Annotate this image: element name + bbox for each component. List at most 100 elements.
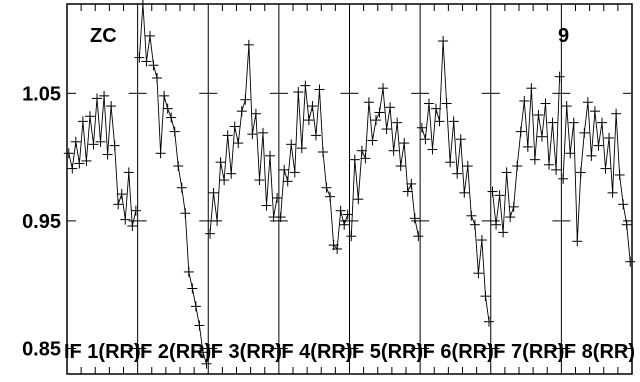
data-point (505, 212, 516, 223)
data-point (508, 201, 519, 212)
panel-label: IF 4(RR) (276, 341, 353, 363)
data-point (240, 94, 251, 105)
panel-label: IF 5(RR) (346, 341, 423, 363)
data-point (197, 347, 208, 358)
data-point (356, 145, 367, 156)
data-point (346, 231, 357, 242)
data-point (579, 127, 590, 138)
data-point (544, 159, 555, 170)
data-point (589, 106, 600, 117)
data-point (254, 175, 265, 186)
data-point (353, 194, 364, 205)
data-point (349, 154, 360, 165)
panel-label: IF 1(RR) (64, 341, 141, 363)
series-line (492, 76, 561, 233)
data-point (385, 102, 396, 113)
series-6 (416, 36, 494, 327)
data-point (596, 117, 607, 128)
panel-labels: IF 1(RR)IF 2(RR)IF 3(RR)IF 4(RR)IF 5(RR)… (64, 341, 635, 363)
data-point (455, 134, 466, 145)
data-point (452, 168, 463, 179)
data-point (402, 186, 413, 197)
data-point (318, 147, 329, 157)
data-point (416, 122, 427, 133)
data-point (205, 228, 216, 239)
data-point (106, 101, 117, 112)
data-point (236, 106, 247, 117)
data-point (325, 191, 336, 202)
data-point (289, 167, 300, 178)
data-point (480, 291, 491, 302)
data-point (141, 56, 152, 67)
data-point (466, 210, 477, 221)
data-point (420, 134, 431, 145)
data-point (88, 139, 99, 150)
data-point (127, 221, 138, 231)
data-point (279, 164, 290, 175)
data-point (159, 90, 170, 101)
panel-label: IF 6(RR) (417, 341, 494, 363)
data-point (491, 219, 502, 230)
data-point (286, 139, 297, 150)
data-point (321, 182, 332, 193)
data-point (522, 141, 533, 152)
data-point (494, 190, 505, 201)
data-point (74, 158, 85, 169)
data-point (476, 235, 487, 246)
data-point (413, 231, 424, 242)
y-tick-label: 0.95 (22, 211, 61, 233)
series-line (421, 40, 490, 322)
panel-label: IF 3(RR) (205, 341, 282, 363)
series-3 (205, 39, 283, 239)
series-7 (487, 71, 565, 238)
data-point (303, 115, 314, 126)
data-point (441, 98, 452, 109)
data-point (600, 163, 611, 174)
corner-label-right: 9 (558, 25, 569, 47)
data-point (155, 148, 166, 159)
data-point (222, 130, 233, 141)
y-axis: 0.85 0.95 1.05 (22, 83, 61, 360)
data-point (166, 112, 177, 123)
data-point (607, 187, 618, 198)
data-point (265, 150, 276, 161)
data-point (575, 167, 586, 178)
data-point (547, 117, 558, 128)
data-point (370, 115, 381, 126)
data-point (551, 164, 562, 175)
data-point (445, 157, 456, 168)
data-point (180, 208, 191, 219)
y-tick-label: 1.05 (22, 83, 61, 105)
data-point (95, 136, 106, 147)
data-point (409, 213, 420, 224)
data-point (431, 103, 442, 114)
data-point (614, 169, 625, 180)
data-point (586, 150, 597, 161)
data-point (561, 101, 572, 112)
data-point (314, 84, 325, 95)
series-4 (275, 80, 353, 254)
data-point (123, 167, 134, 178)
data-point (540, 98, 551, 109)
data-point (363, 97, 374, 108)
data-point (582, 97, 593, 108)
data-point (99, 90, 110, 101)
data-point (102, 149, 113, 160)
data-point (498, 227, 509, 238)
data-point (134, 52, 145, 63)
data-point (144, 30, 155, 41)
data-point (293, 87, 304, 98)
data-point (300, 80, 311, 91)
series-5 (346, 83, 424, 242)
data-point (67, 163, 78, 174)
data-point (130, 205, 141, 216)
data-point (501, 167, 512, 178)
data-point (152, 73, 163, 83)
data-point (469, 219, 480, 230)
data-point (176, 182, 187, 193)
data-point (307, 101, 318, 112)
data-point (229, 121, 240, 132)
data-point (554, 71, 565, 82)
series-8 (558, 97, 636, 267)
data-point (378, 83, 389, 94)
